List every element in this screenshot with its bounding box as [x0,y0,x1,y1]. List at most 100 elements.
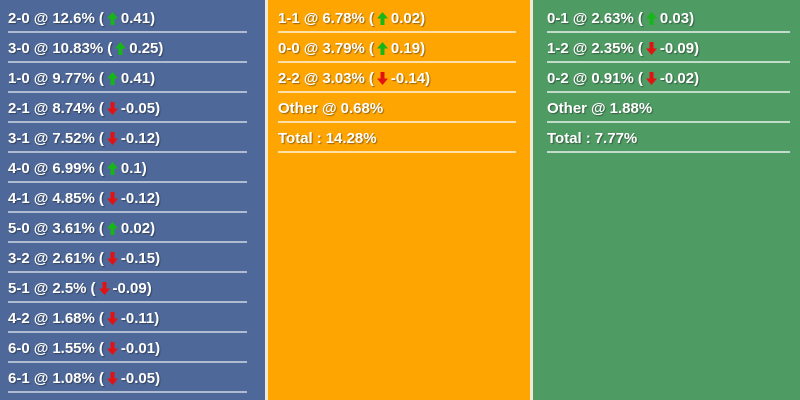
change-value: -0.11 [120,309,155,327]
score-row: 1-2 @ 2.35% ( -0.09) [533,33,800,63]
paren-close: ) [694,39,700,57]
paren-open: ( [368,9,374,27]
change-group: ( 0.41) [99,10,155,27]
home-scores-panel: 2-0 @ 12.6% ( 0.41) 3-0 @ 10.83% ( 0.25)… [0,0,265,400]
score-label: 0-0 [278,39,300,57]
score-row: Total : 7.77% [533,123,800,153]
change-group: ( 0.02) [369,10,425,27]
score-label: 1-2 [547,39,569,57]
paren-close: ) [150,69,156,87]
score-value: 9.77% [52,69,95,87]
score-value: 6.78% [322,9,365,27]
score-row: 1-1 @ 6.78% ( 0.02) [268,3,530,33]
score-row: 3-2 @ 2.61% ( -0.15) [0,243,265,273]
away-score-rows: 0-1 @ 2.63% ( 0.03) 1-2 @ 2.35% ( -0.09)… [533,0,800,153]
score-row: 0-0 @ 3.79% ( 0.19) [268,33,530,63]
change-value: 0.02 [120,219,151,237]
score-value: 6.99% [52,159,95,177]
change-group: ( 0.1) [99,160,147,177]
arrow-up-icon [106,161,118,175]
arrow-up-icon [106,11,118,25]
arrow-down-icon [376,71,388,85]
arrow-down-icon [645,71,657,85]
score-separator: @ [572,69,588,87]
score-label: 4-2 [8,309,30,327]
arrow-up-icon [376,41,388,55]
arrow-up-icon [645,11,657,25]
arrow-up-icon [376,11,388,25]
score-separator: @ [33,99,49,117]
paren-close: ) [420,39,426,57]
paren-close: ) [150,9,156,27]
paren-open: ( [637,39,643,57]
score-separator: @ [303,69,319,87]
paren-close: ) [155,129,161,147]
change-value: -0.01 [120,339,156,357]
score-value: 2.5% [52,279,87,297]
paren-open: ( [98,309,104,327]
score-label: Other [278,99,319,117]
score-value: 2.35% [591,39,634,57]
change-group: ( -0.15) [99,250,160,267]
arrow-down-icon [106,251,118,265]
score-row: 3-1 @ 7.52% ( -0.12) [0,123,265,153]
change-value: -0.14 [390,69,426,87]
score-row: 0-2 @ 0.91% ( -0.02) [533,63,800,93]
score-label: 3-2 [8,249,30,267]
score-value: 0.91% [591,69,634,87]
score-label: 0-2 [547,69,569,87]
arrow-up-icon [115,41,127,55]
score-separator: @ [33,279,49,297]
score-row: 3-0 @ 10.83% ( 0.25) [0,33,265,63]
paren-close: ) [420,9,426,27]
change-value: -0.09 [659,39,695,57]
change-value: 0.41 [120,9,151,27]
score-value: 7.77% [594,129,638,147]
score-label: 0-1 [547,9,569,27]
draw-scores-panel: 1-1 @ 6.78% ( 0.02) 0-0 @ 3.79% ( 0.19) … [268,0,530,400]
score-separator: @ [33,219,49,237]
paren-close: ) [689,9,695,27]
paren-close: ) [155,189,161,207]
change-value: -0.12 [120,129,156,147]
score-value: 2.61% [52,249,95,267]
score-value: 4.85% [52,189,95,207]
paren-close: ) [155,339,161,357]
change-group: ( -0.09) [91,280,152,297]
score-value: 1.55% [52,339,95,357]
score-separator: @ [322,99,337,117]
change-group: ( 0.03) [638,10,694,27]
change-value: -0.05 [120,369,156,387]
score-value: 14.28% [325,129,377,147]
score-value: 7.52% [52,129,95,147]
paren-close: ) [146,279,152,297]
paren-open: ( [98,249,104,267]
score-value: 1.88% [609,99,653,117]
score-row: 0-1 @ 2.63% ( 0.03) [533,3,800,33]
score-row: 4-1 @ 4.85% ( -0.12) [0,183,265,213]
paren-close: ) [158,39,164,57]
paren-open: ( [368,39,374,57]
score-row: 2-2 @ 3.03% ( -0.14) [268,63,530,93]
change-value: 0.02 [390,9,421,27]
score-separator: @ [33,39,49,57]
score-separator: : [585,129,591,147]
arrow-down-icon [106,131,118,145]
score-label: 3-1 [8,129,30,147]
score-value: 0.68% [340,99,384,117]
score-label: 5-1 [8,279,30,297]
change-group: ( -0.11) [99,310,159,327]
change-group: ( -0.05) [99,370,160,387]
score-separator: @ [33,339,49,357]
arrow-down-icon [106,311,118,325]
score-label: 4-0 [8,159,30,177]
score-label: 2-1 [8,99,30,117]
change-group: ( -0.12) [99,130,160,147]
score-label: 6-1 [8,369,30,387]
score-value: 3.61% [52,219,95,237]
score-row: 6-0 @ 1.55% ( -0.01) [0,333,265,363]
arrow-up-icon [106,71,118,85]
score-row: 6-1 @ 1.08% ( -0.05) [0,363,265,393]
score-separator: @ [33,69,49,87]
